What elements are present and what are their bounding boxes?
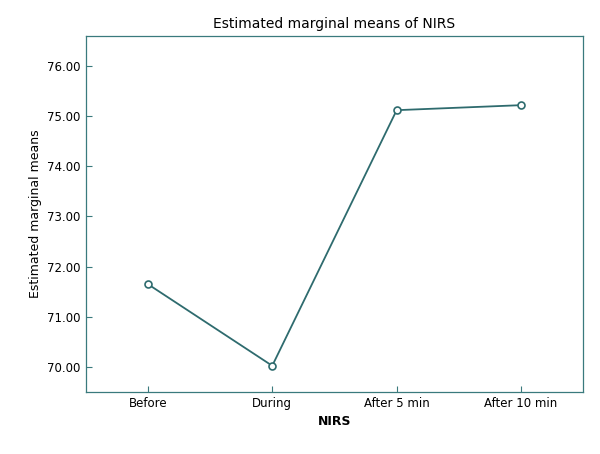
Title: Estimated marginal means of NIRS: Estimated marginal means of NIRS <box>214 17 455 31</box>
X-axis label: NIRS: NIRS <box>318 415 351 428</box>
Y-axis label: Estimated marginal means: Estimated marginal means <box>29 129 41 298</box>
